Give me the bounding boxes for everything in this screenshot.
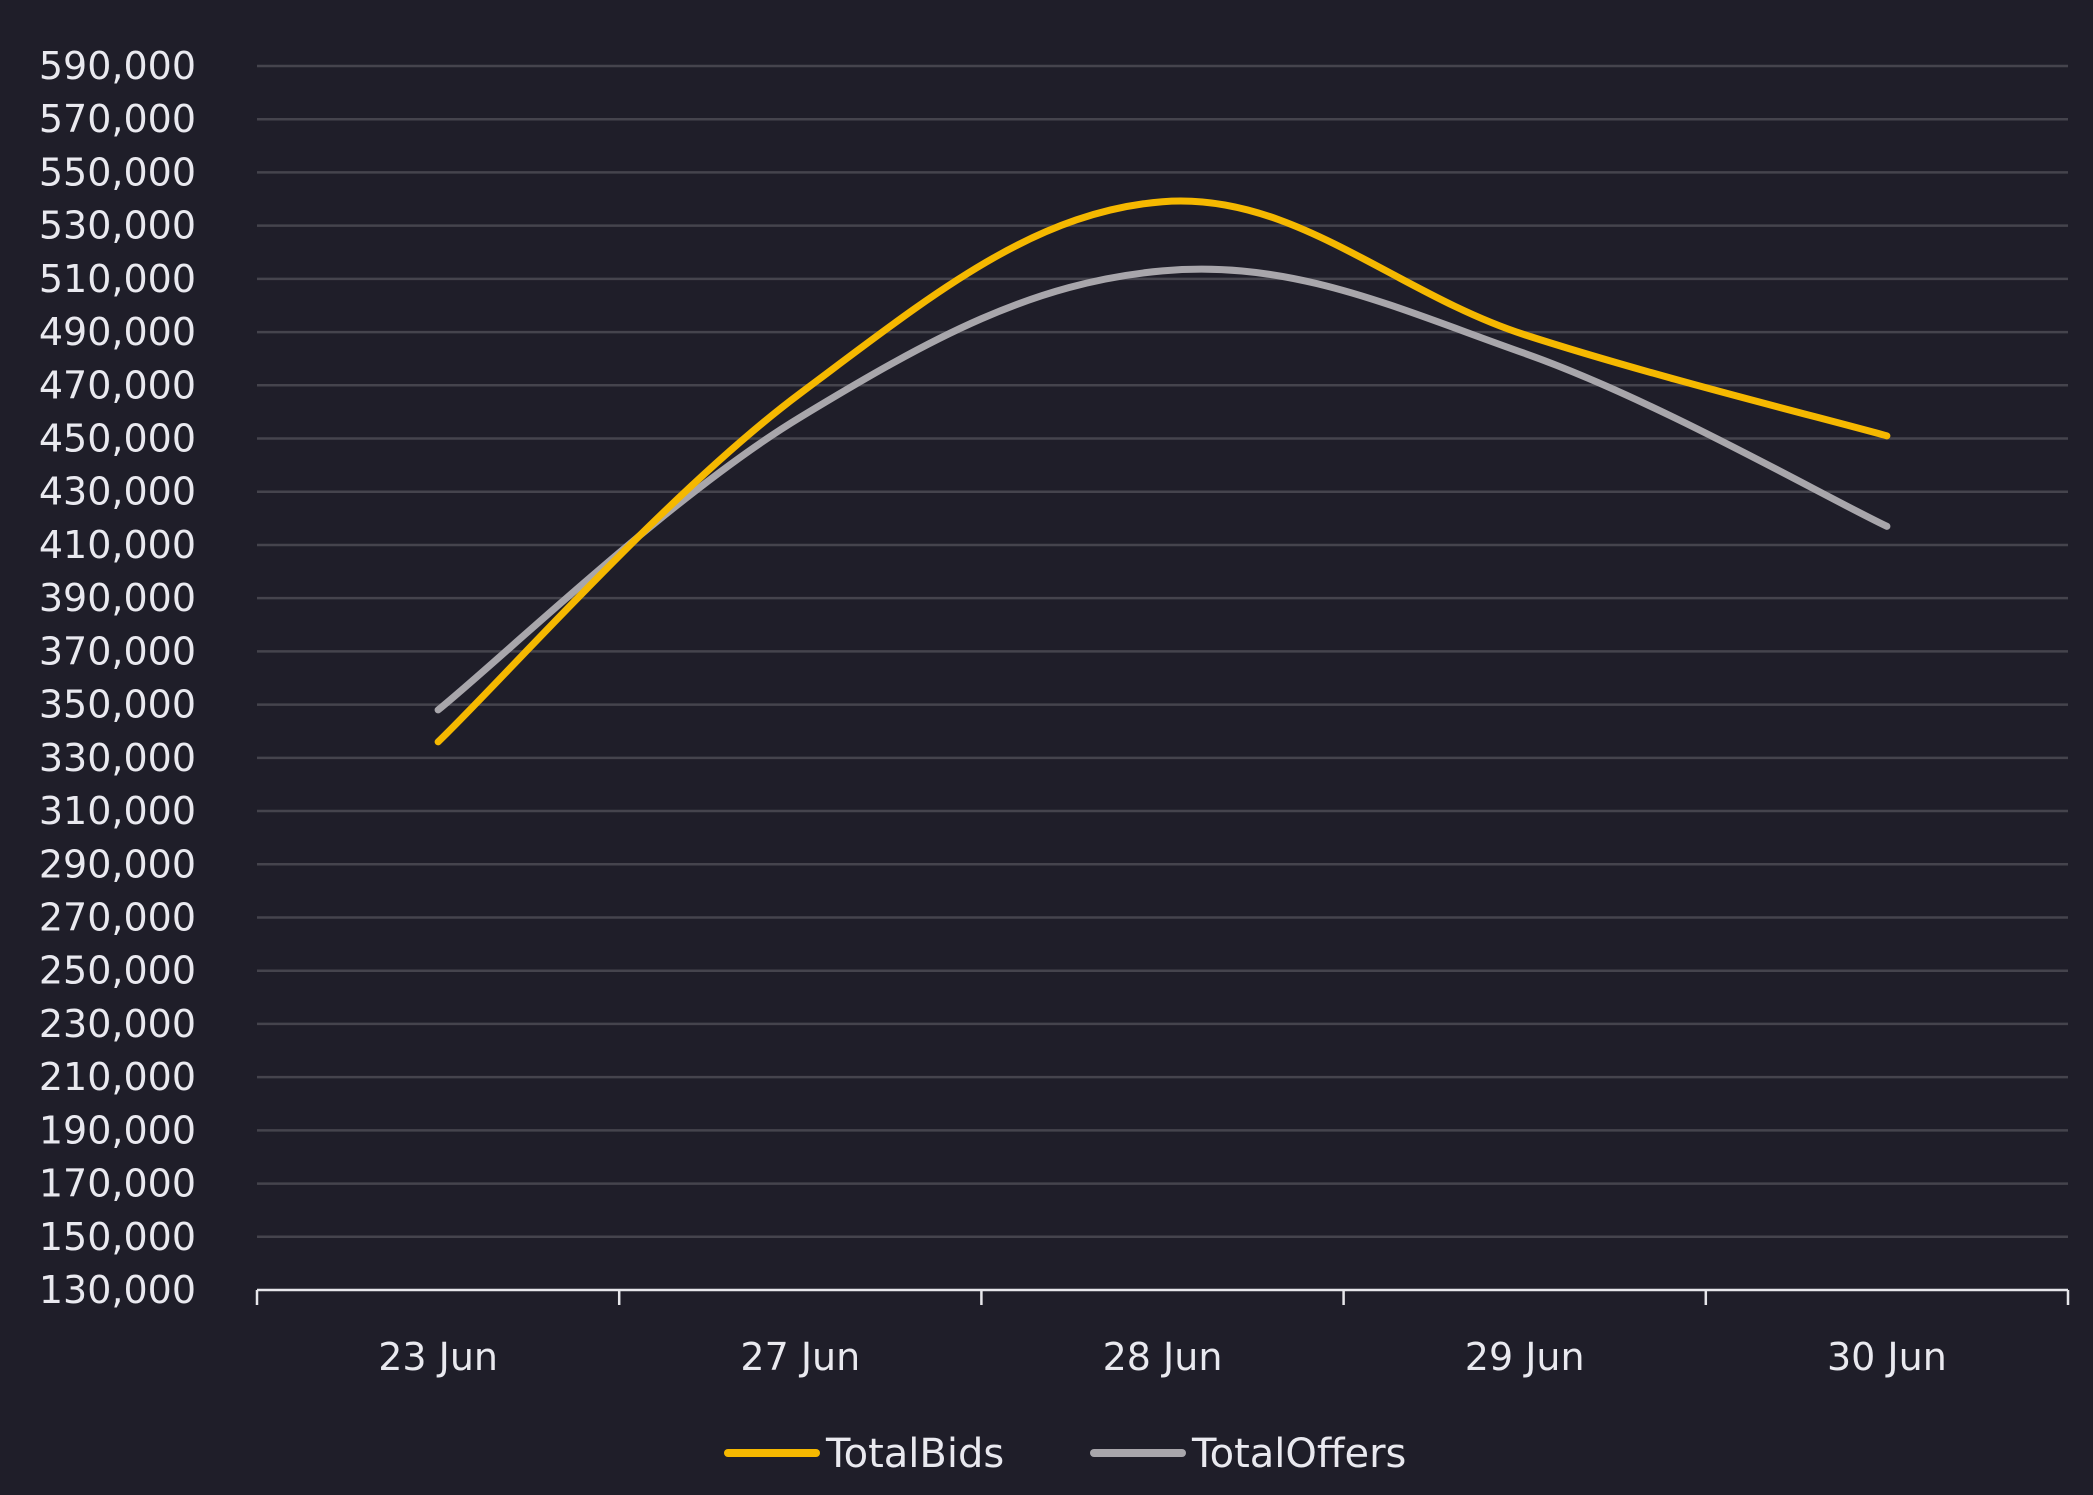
y-tick-label: 370,000 [39,629,196,673]
y-tick-label: 150,000 [39,1215,196,1259]
y-tick-label: 570,000 [39,97,196,141]
y-tick-label: 290,000 [39,842,196,886]
y-tick-label: 210,000 [39,1055,196,1099]
y-tick-label: 430,000 [39,470,196,514]
x-axis: 23 Jun 27 Jun 28 Jun 29 Jun 30 Jun [255,1288,2070,1379]
x-tick-label: 28 Jun [1103,1335,1223,1379]
y-tick-label: 530,000 [39,204,196,248]
y-tick-label: 250,000 [39,949,196,993]
y-tick-label: 350,000 [39,683,196,727]
series-lines [434,197,1891,746]
series-line-totalbids [434,197,1891,746]
y-tick-label: 170,000 [39,1162,196,1206]
y-tick-label: 510,000 [39,257,196,301]
y-tick-label: 330,000 [39,736,196,780]
x-tick-label: 30 Jun [1827,1335,1947,1379]
legend-label-totalbids: TotalBids [825,1431,1004,1477]
y-tick-label: 270,000 [39,895,196,939]
x-tick-label: 29 Jun [1465,1335,1585,1379]
y-tick-label: 550,000 [39,150,196,194]
y-tick-label: 490,000 [39,310,196,354]
y-tick-label: 390,000 [39,576,196,620]
legend: TotalBids TotalOffers [724,1431,1406,1477]
y-tick-label: 310,000 [39,789,196,833]
series-line-totaloffers [434,265,1891,714]
y-tick-label: 410,000 [39,523,196,567]
y-tick-label: 590,000 [39,44,196,88]
x-tick-label: 27 Jun [740,1335,860,1379]
y-tick-label: 130,000 [39,1268,196,1312]
y-tick-label: 470,000 [39,363,196,407]
y-tick-label: 190,000 [39,1108,196,1152]
y-tick-label: 230,000 [39,1002,196,1046]
y-tick-label: 450,000 [39,417,196,461]
x-tick-label: 23 Jun [378,1335,498,1379]
legend-label-totaloffers: TotalOffers [1191,1431,1406,1477]
y-axis: 590,000 570,000 550,000 530,000 510,000 490,0… [39,44,196,1312]
gridlines [257,64,2068,1239]
